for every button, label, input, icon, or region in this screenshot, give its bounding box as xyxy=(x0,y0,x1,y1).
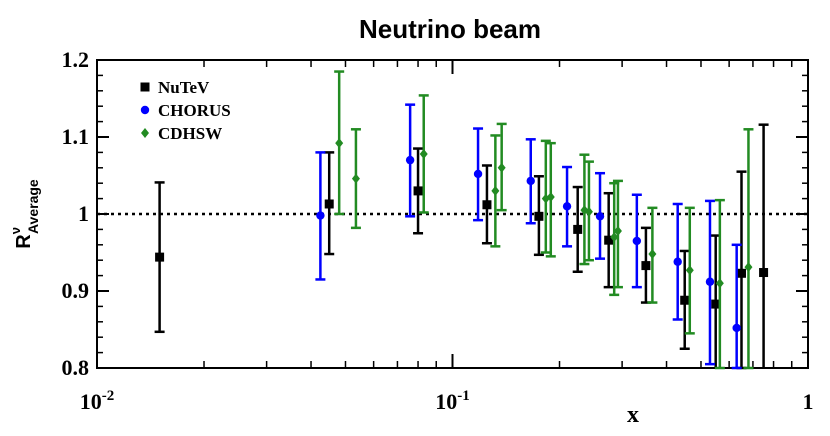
cdhsw-data-point xyxy=(648,249,657,260)
legend: NuTeV CHORUS CDHSW xyxy=(140,78,231,143)
nutev-data-point xyxy=(759,268,769,278)
x-axis: 10-2 10-1 1 xyxy=(80,60,814,414)
legend-marker-cdhsw xyxy=(141,128,149,138)
legend-marker-nutev xyxy=(140,82,150,92)
nutev-data-point xyxy=(680,295,690,305)
chorus-data-point xyxy=(732,323,741,333)
series-nutev xyxy=(154,123,769,370)
chorus-data-point xyxy=(705,277,715,286)
y-axis-label-subscript: Average xyxy=(25,179,41,234)
y-tick-label: 0.8 xyxy=(62,355,90,380)
chorus-data-point xyxy=(405,155,415,165)
legend-marker-chorus xyxy=(140,105,150,115)
cdhsw-data-point xyxy=(685,265,694,276)
cdhsw-data-point xyxy=(335,138,344,149)
chorus-data-point xyxy=(473,169,483,179)
nutev-data-point xyxy=(155,252,165,262)
legend-label-chorus: CHORUS xyxy=(158,101,231,120)
cdhsw-data-point xyxy=(610,232,619,243)
chorus-data-point xyxy=(526,176,535,186)
cdhsw-data-point xyxy=(497,162,506,173)
cdhsw-data-point xyxy=(744,262,753,273)
x-tick-label: 10-1 xyxy=(435,388,470,414)
y-axis-label: Rν Average xyxy=(8,179,41,249)
cdhsw-data-point xyxy=(584,206,593,217)
y-axis-label-superscript: ν xyxy=(8,227,23,234)
legend-label-nutev: NuTeV xyxy=(158,78,210,97)
nutev-data-point xyxy=(641,261,651,271)
nutev-data-point xyxy=(534,211,544,221)
chorus-data-point xyxy=(562,202,572,211)
chart-title: Neutrino beam xyxy=(359,14,541,44)
series-chorus xyxy=(315,103,742,370)
y-tick-label: 1.2 xyxy=(62,47,90,72)
cdhsw-data-point xyxy=(613,225,622,236)
y-axis: 0.8 0.9 1 1.1 1.2 xyxy=(62,47,808,380)
nutev-data-point xyxy=(573,224,583,234)
cdhsw-data-point xyxy=(546,192,555,203)
cdhsw-data-point xyxy=(351,173,360,184)
nutev-data-point xyxy=(711,299,721,309)
legend-label-cdhsw: CDHSW xyxy=(158,124,222,143)
nutev-data-point xyxy=(736,268,746,278)
chorus-data-point xyxy=(316,211,325,220)
nutev-data-point xyxy=(482,200,492,210)
chorus-data-point xyxy=(632,236,642,246)
y-tick-label: 0.9 xyxy=(62,278,90,303)
y-axis-label-base: R xyxy=(13,234,35,249)
x-tick-label: 1 xyxy=(803,389,814,414)
cdhsw-data-point xyxy=(491,185,500,196)
nutev-data-point xyxy=(604,235,614,245)
series-layer xyxy=(154,70,769,370)
y-tick-label: 1.1 xyxy=(62,124,90,149)
chorus-data-point xyxy=(673,257,682,266)
x-tick-label: 10-2 xyxy=(80,388,115,414)
y-tick-label: 1 xyxy=(78,201,89,226)
cdhsw-data-point xyxy=(715,278,724,289)
chorus-data-point xyxy=(595,212,605,221)
series-cdhsw xyxy=(334,70,754,370)
nutev-data-point xyxy=(413,186,423,196)
nutev-data-point xyxy=(324,199,334,209)
cdhsw-data-point xyxy=(419,148,428,159)
x-axis-label: x xyxy=(627,402,639,428)
